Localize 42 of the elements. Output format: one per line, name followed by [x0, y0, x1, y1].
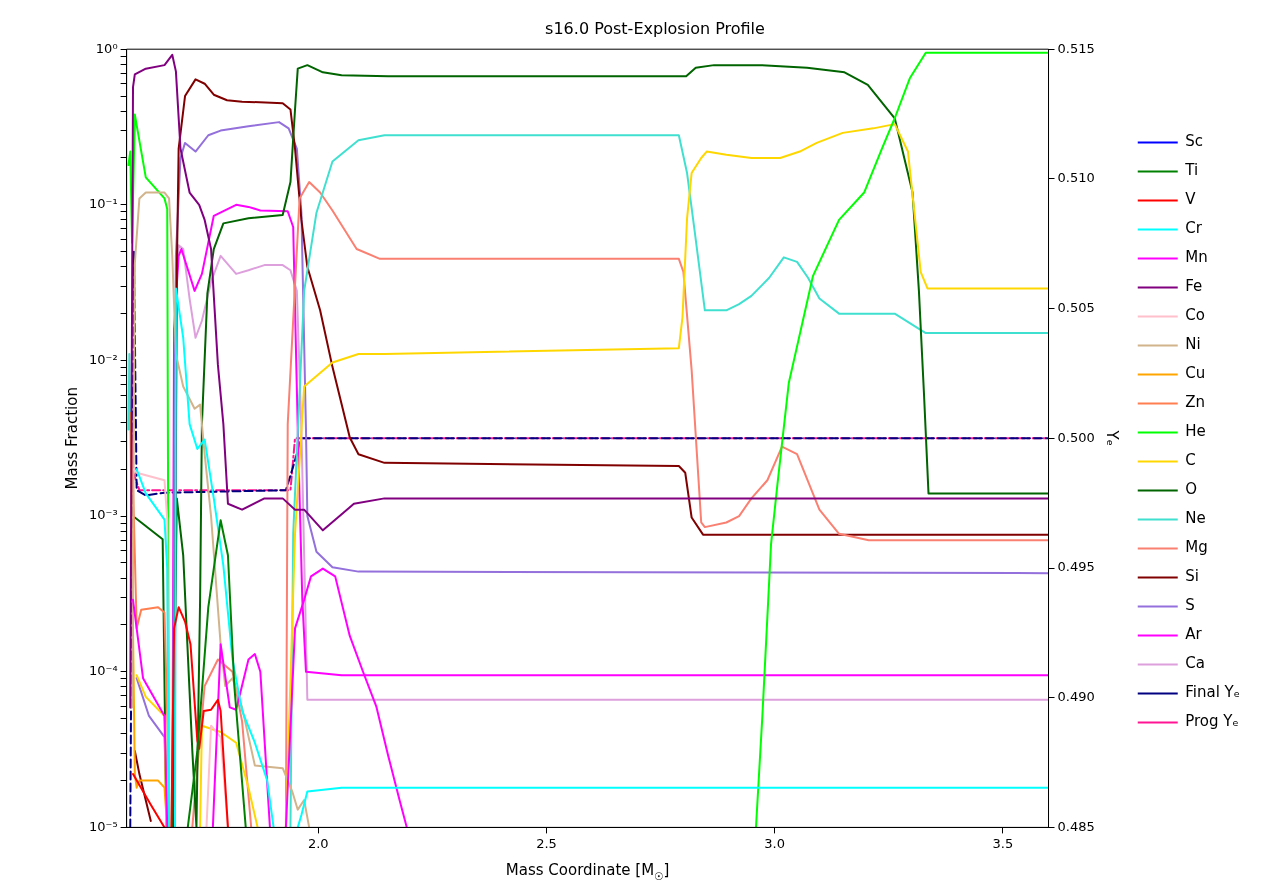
y2-tick-label: 0.515 [1057, 40, 1095, 56]
legend-label: C [1185, 451, 1196, 470]
legend-label: Ne [1185, 509, 1206, 528]
x-tick-label: 2.0 [307, 835, 329, 851]
legend-label: Zn [1185, 393, 1206, 412]
y-tick-label: 10⁻³ [88, 507, 118, 523]
x-axis-title: Mass Coordinate [M☉] [505, 861, 670, 882]
legend-label: Fe [1185, 277, 1203, 296]
x-tick-label: 3.0 [764, 835, 786, 851]
legend-label: Cr [1185, 219, 1203, 238]
x-tick-label: 2.5 [536, 835, 557, 851]
y2-tick-label: 0.485 [1057, 818, 1095, 834]
y-axis-title: Mass Fraction [62, 387, 81, 490]
chart-title: s16.0 Post-Explosion Profile [545, 18, 765, 38]
legend-label: Prog Yₑ [1185, 712, 1239, 731]
y-tick-label: 10⁻² [88, 351, 118, 367]
y-tick-label: 10⁻⁴ [88, 663, 118, 679]
legend-label: Ca [1185, 654, 1205, 673]
legend-label: V [1185, 190, 1197, 209]
legend-label: S [1185, 596, 1195, 615]
legend-label: Co [1185, 306, 1205, 325]
x-tick-label: 3.5 [992, 835, 1014, 851]
y2-tick-label: 0.490 [1057, 689, 1095, 705]
legend-label: He [1185, 422, 1206, 441]
y-tick-label: 10⁻¹ [88, 196, 118, 212]
y2-axis-title: Yₑ [1102, 429, 1121, 447]
legend-label: Ti [1184, 161, 1199, 180]
legend-label: Cu [1185, 364, 1206, 383]
legend-label: Sc [1185, 132, 1204, 151]
legend-label: O [1185, 480, 1198, 499]
legend-label: Ni [1185, 335, 1201, 354]
y-tick-label: 10⁰ [95, 40, 118, 56]
legend-label: Mg [1185, 538, 1208, 557]
y2-tick-label: 0.505 [1057, 299, 1095, 315]
legend-label: Final Yₑ [1185, 683, 1241, 702]
legend-label: Si [1185, 567, 1199, 586]
y2-tick-label: 0.510 [1057, 170, 1095, 186]
y-tick-label: 10⁻⁵ [88, 818, 118, 834]
y2-tick-label: 0.495 [1057, 559, 1095, 575]
legend-label: Ar [1185, 625, 1203, 644]
legend-label: Mn [1185, 248, 1208, 267]
y2-tick-label: 0.500 [1057, 429, 1095, 445]
